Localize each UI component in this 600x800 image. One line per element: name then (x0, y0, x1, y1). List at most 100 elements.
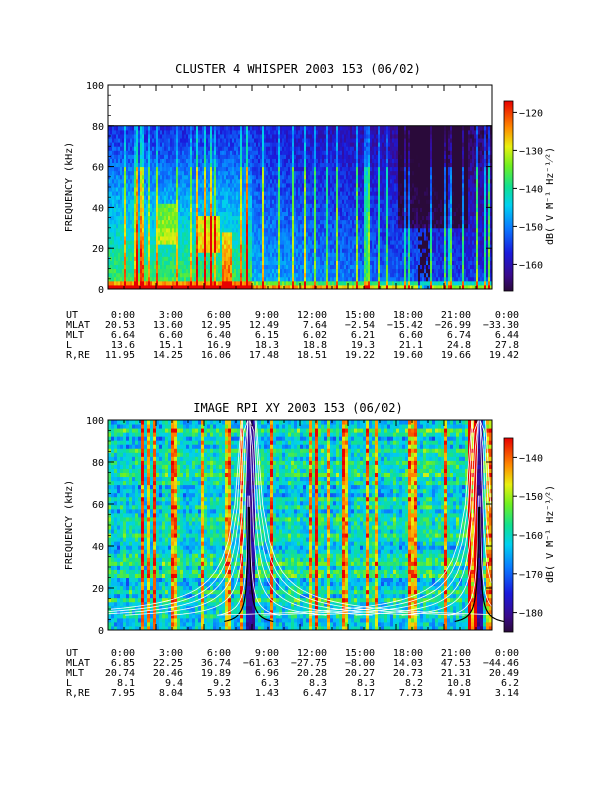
spectrogram-cell (134, 272, 137, 278)
spectrogram-cell (120, 191, 123, 196)
spectrogram-cell (142, 133, 145, 139)
spectrogram-cell (158, 133, 161, 139)
spectrogram-cell (276, 284, 279, 290)
spectrogram-cell (208, 150, 211, 155)
spectrogram-cell (128, 158, 131, 164)
spectrogram-cell (182, 199, 185, 204)
spectrogram-cell (158, 170, 161, 176)
spectrogram-cell (232, 235, 235, 241)
spectrogram-cell (246, 178, 249, 184)
spectrogram-cell (188, 272, 191, 278)
spectrogram-cell (254, 154, 257, 159)
spectrogram-cell (132, 252, 135, 257)
spectrogram-cell (242, 166, 245, 172)
spectrogram-cell (132, 199, 135, 204)
spectrogram-cell (162, 264, 165, 270)
spectrogram-cell (178, 182, 181, 188)
spectrogram-cell (118, 272, 121, 278)
spectrogram-cell (184, 215, 187, 221)
spectrogram-cell (256, 284, 259, 290)
spectrogram-cell (140, 174, 143, 180)
spectrogram-cell (278, 162, 281, 168)
spectrogram-cell (130, 187, 133, 192)
spectrogram-cell (222, 142, 225, 147)
spectrogram-cell (232, 211, 235, 217)
spectrogram-cell (242, 129, 245, 135)
spectrogram-cell (244, 223, 247, 229)
spectrogram-cell (138, 280, 141, 286)
spectrogram-cell (150, 256, 153, 261)
spectrogram-cell (280, 199, 283, 204)
spectrogram-cell (124, 284, 127, 290)
spectrogram-cell (262, 158, 265, 164)
spectrogram-cell (212, 150, 215, 155)
spectrogram-cell (218, 268, 221, 274)
spectrogram-cell (184, 154, 187, 159)
spectrogram-cell (204, 125, 207, 131)
spectrogram-cell (184, 252, 187, 257)
spectrogram-cell (180, 150, 183, 155)
spectrogram-cell (174, 276, 177, 282)
spectrogram-cell (240, 211, 243, 217)
spectrogram-cell (270, 170, 273, 176)
spectrogram-cell (168, 162, 171, 168)
spectrogram-cell (156, 182, 159, 188)
spectrogram-cell (138, 146, 141, 151)
spectrogram-cell (108, 142, 111, 147)
spectrogram-cell (122, 199, 125, 204)
spectrogram-cell (274, 276, 277, 282)
spectrogram-cell (268, 244, 271, 249)
spectrogram-cell (152, 154, 155, 159)
spectrogram-cell (148, 240, 151, 245)
spectrogram-cell (226, 248, 229, 253)
spectrogram-cell (112, 244, 115, 249)
spectrogram-cell (268, 146, 271, 151)
spectrogram-cell (232, 138, 235, 143)
spectrogram-cell (222, 211, 225, 217)
spectrogram-cell (240, 170, 243, 176)
spectrogram-cell (144, 142, 147, 147)
spectrogram-cell (228, 133, 231, 139)
spectrogram-cell (156, 272, 159, 278)
spectrogram-cell (264, 199, 267, 204)
spectrogram-cell (154, 203, 157, 208)
spectrogram-cell (224, 191, 227, 196)
spectrogram-cell (282, 264, 285, 270)
spectrogram-cell (184, 223, 187, 229)
spectrogram-cell (262, 231, 265, 237)
spectrogram-cell (266, 125, 269, 131)
spectrogram-cell (216, 268, 219, 274)
spectrogram-cell (262, 252, 265, 257)
spectrogram-cell (160, 256, 163, 261)
spectrogram-cell (238, 182, 241, 188)
spectrogram-cell (208, 268, 211, 274)
spectrogram-cell (180, 219, 183, 225)
spectrogram-cell (270, 154, 273, 159)
spectrogram-cell (272, 146, 275, 151)
spectrogram-cell (216, 223, 219, 229)
spectrogram-cell (200, 133, 203, 139)
spectrogram-cell (268, 138, 271, 143)
spectrogram-cell (184, 203, 187, 208)
spectrogram-cell (150, 235, 153, 241)
spectrogram-cell (114, 256, 117, 261)
spectrogram-cell (254, 240, 257, 245)
spectrogram-cell (126, 223, 129, 229)
spectrogram-cell (134, 129, 137, 135)
spectrogram-cell (188, 252, 191, 257)
spectrogram-cell (192, 280, 195, 286)
spectrogram-cell (192, 268, 195, 274)
spectrogram-cell (254, 203, 257, 208)
spectrogram-cell (146, 142, 149, 147)
spectrogram-cell (242, 231, 245, 237)
spectrogram-cell (196, 203, 199, 208)
spectrogram-cell (192, 125, 195, 131)
spectrogram-cell (196, 154, 199, 159)
spectrogram-cell (208, 195, 211, 200)
spectrogram-cell (178, 248, 181, 253)
spectrogram-cell (178, 174, 181, 180)
spectrogram-cell (174, 248, 177, 253)
spectrogram-cell (280, 211, 283, 217)
spectrogram-cell (126, 182, 129, 188)
spectrogram-cell (146, 170, 149, 176)
